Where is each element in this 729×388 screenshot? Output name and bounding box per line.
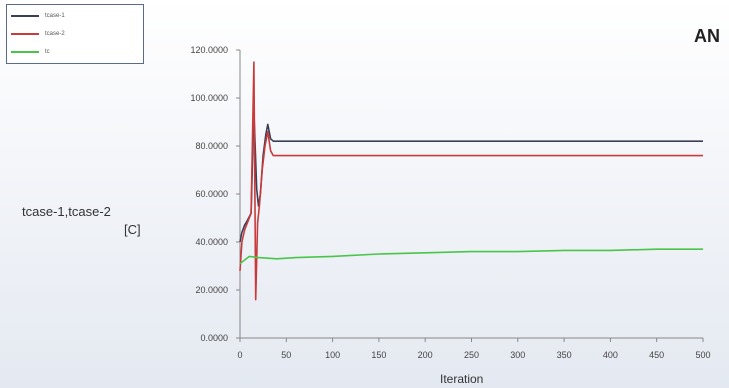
legend-item-2: tcase-2 [11,27,65,41]
series-line-tcase-1 [239,109,703,243]
y-tick-label: 120.0000 [190,45,228,55]
x-tick-label: 250 [464,350,479,360]
axes: 0.0000 20.0000 40.0000 60.0000 80.0000 100.00… [190,45,710,360]
x-tick-label: 150 [371,350,386,360]
x-tick-label: 350 [557,350,572,360]
series-line-tcase-2 [239,61,703,301]
x-tick-label: 500 [695,350,710,360]
y-tick-label: 100.0000 [190,93,228,103]
y-tick-label: 20.0000 [195,285,228,295]
x-tick-label: 450 [649,350,664,360]
x-tick-label: 300 [510,350,525,360]
legend-item-1: tcase-1 [11,9,65,23]
legend-label-3: tc [45,49,50,55]
x-tick-label: 200 [418,350,433,360]
y-axis-unit-label: [C] [124,222,141,237]
y-axis-label: tcase-1,tcase-2 [22,204,111,219]
x-tick-label: 50 [281,350,291,360]
x-axis-label: Iteration [440,372,484,386]
legend: tcase-1 tcase-2 tc [6,4,144,64]
y-tick-label: 0.0000 [200,333,228,343]
x-tick-label: 400 [603,350,618,360]
x-tick-label: 100 [325,350,340,360]
series-line-tc [239,248,703,265]
legend-label-2: tcase-2 [45,31,65,37]
legend-item-3: tc [11,45,50,59]
legend-swatch-1 [11,15,39,17]
legend-swatch-2 [11,33,39,35]
brand-logo: AN [694,26,720,46]
legend-swatch-3 [11,51,39,53]
y-tick-label: 80.0000 [195,141,228,151]
series-group [239,61,703,301]
legend-label-1: tcase-1 [45,13,65,19]
y-tick-label: 40.0000 [195,237,228,247]
x-tick-label: 0 [237,350,242,360]
y-tick-label: 60.0000 [195,189,228,199]
